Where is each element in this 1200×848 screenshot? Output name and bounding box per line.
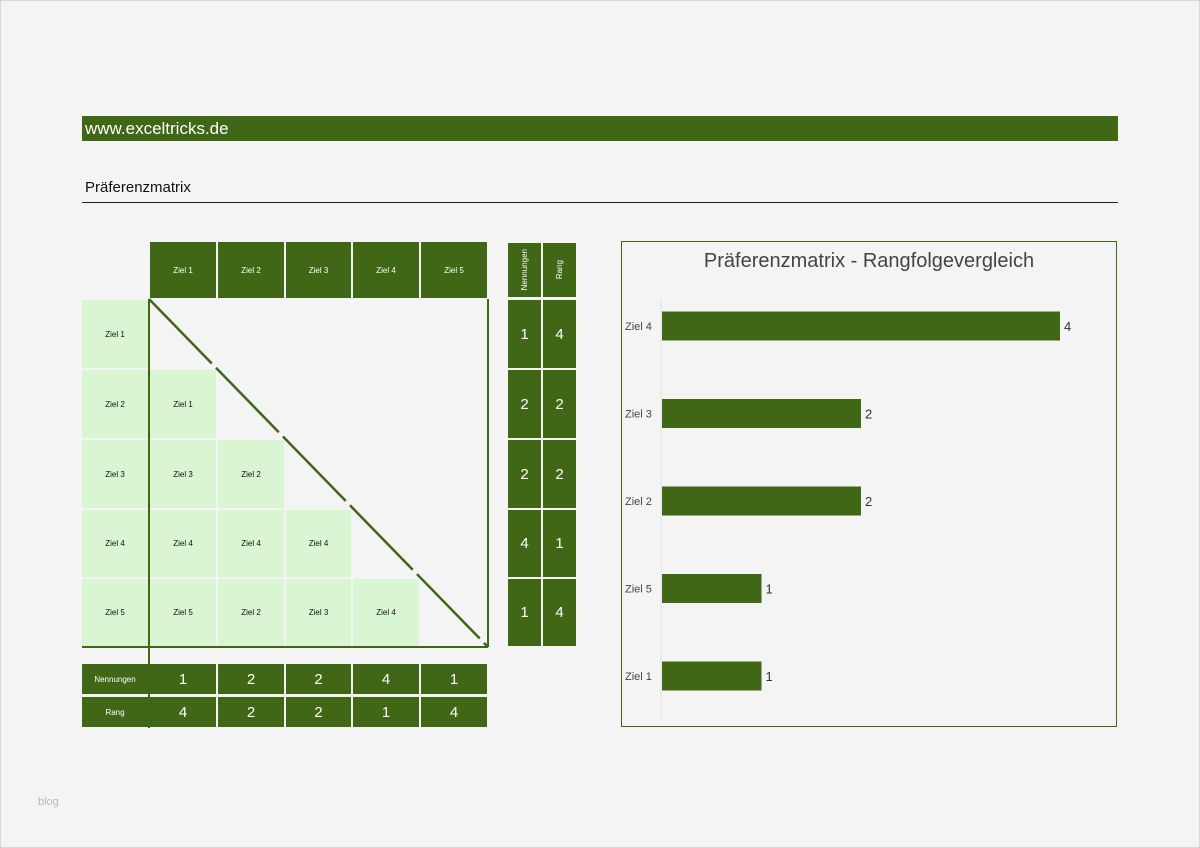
chart-category-label: Ziel 3 — [625, 409, 652, 421]
matrix-cell: Ziel 4 — [150, 510, 216, 577]
chart-data-label: 4 — [1064, 319, 1071, 334]
bottom-row-value: 1 — [421, 664, 487, 694]
matrix-cell: Ziel 2 — [218, 579, 284, 646]
matrix-cell: Ziel 3 — [286, 579, 351, 646]
matrix-col-header: Ziel 3 — [286, 242, 351, 298]
side-nennungen-value: 2 — [508, 440, 541, 508]
site-banner: www.exceltricks.de — [82, 116, 1118, 141]
side-col-header: Rang — [543, 243, 576, 297]
side-rang-value: 4 — [543, 579, 576, 646]
chart-bar — [662, 574, 762, 603]
bottom-row-value: 4 — [421, 697, 487, 727]
chart-category-label: Ziel 1 — [625, 671, 652, 683]
side-col-header: Nennungen — [508, 243, 541, 297]
bottom-row-value: 1 — [353, 697, 419, 727]
chart-data-label: 2 — [865, 494, 872, 509]
bottom-row-value: 2 — [218, 664, 284, 694]
matrix-row-header: Ziel 4 — [82, 510, 148, 577]
chart-data-label: 2 — [865, 407, 872, 422]
side-nennungen-value: 4 — [508, 510, 541, 577]
chart-bar — [662, 661, 762, 691]
bottom-row-value: 2 — [286, 697, 351, 727]
matrix-cell: Ziel 2 — [218, 440, 284, 508]
side-nennungen-value: 1 — [508, 300, 541, 368]
matrix-col-header: Ziel 5 — [421, 242, 487, 298]
side-rang-value: 2 — [543, 370, 576, 438]
matrix-col-header: Ziel 4 — [353, 242, 419, 298]
watermark: blog — [38, 796, 59, 808]
bottom-row-label: Rang — [82, 697, 148, 727]
side-rang-value: 1 — [543, 510, 576, 577]
matrix-col-header: Ziel 1 — [150, 242, 216, 298]
matrix-diagonal — [148, 298, 489, 648]
matrix-cell: Ziel 4 — [353, 579, 419, 646]
matrix-cell: Ziel 3 — [150, 440, 216, 508]
matrix-cell: Ziel 4 — [286, 510, 351, 577]
matrix-col-header: Ziel 2 — [218, 242, 284, 298]
title-divider — [82, 202, 1118, 203]
side-nennungen-value: 2 — [508, 370, 541, 438]
matrix-row-header: Ziel 2 — [82, 370, 148, 438]
side-nennungen-value: 1 — [508, 579, 541, 646]
sheet-title: Präferenzmatrix — [85, 179, 191, 196]
chart-bar — [662, 311, 1060, 341]
side-rang-value: 4 — [543, 300, 576, 368]
bottom-row-value: 2 — [286, 664, 351, 694]
bottom-row-label: Nennungen — [82, 664, 148, 694]
chart-category-label: Ziel 4 — [625, 321, 652, 333]
bottom-row-value: 2 — [218, 697, 284, 727]
matrix-cell: Ziel 1 — [150, 370, 216, 438]
chart-data-label: 1 — [766, 582, 773, 597]
side-rang-value: 2 — [543, 440, 576, 508]
matrix-row-header: Ziel 5 — [82, 579, 148, 646]
chart-title: Präferenzmatrix - Rangfolgevergleich — [703, 250, 1035, 272]
chart-bar — [662, 486, 861, 516]
matrix-cell: Ziel 4 — [218, 510, 284, 577]
bottom-row-value: 4 — [353, 664, 419, 694]
bottom-row-value: 1 — [150, 664, 216, 694]
chart-category-label: Ziel 5 — [625, 584, 652, 596]
chart-data-label: 1 — [766, 669, 773, 684]
matrix-row-header: Ziel 3 — [82, 440, 148, 508]
bottom-row-value: 4 — [150, 697, 216, 727]
chart-category-label: Ziel 2 — [625, 496, 652, 508]
matrix-row-header: Ziel 1 — [82, 300, 148, 368]
chart-bar — [662, 399, 861, 428]
matrix-cell: Ziel 5 — [150, 579, 216, 646]
